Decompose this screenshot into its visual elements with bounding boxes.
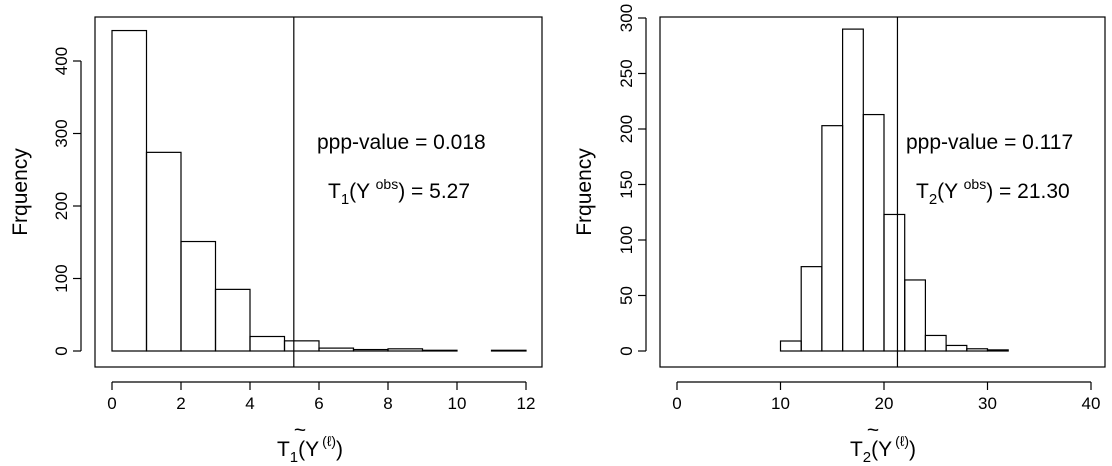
y-tick-label: 300 <box>617 4 636 32</box>
x-label-subscript: 1 <box>290 449 298 466</box>
histogram-bar <box>111 29 148 352</box>
obs-open: (Y <box>349 180 375 203</box>
x-label-main: T <box>277 438 290 461</box>
x-tick-label: 0 <box>107 394 116 413</box>
y-tick-label: 150 <box>617 170 636 198</box>
x-label-open: ( <box>298 438 305 461</box>
x-label-superscript: (ℓ) <box>322 433 336 449</box>
y-tick-label: 200 <box>617 115 636 143</box>
histogram-bar <box>145 151 182 352</box>
obs-subscript: 1 <box>341 191 349 208</box>
x-tick-label: 40 <box>1082 394 1101 413</box>
x-tick-label: 2 <box>176 394 185 413</box>
plot-frame <box>659 16 1106 368</box>
y-axis-label: Frquency <box>573 148 596 236</box>
histogram-bar <box>387 348 424 352</box>
x-tick-label: 6 <box>314 394 323 413</box>
x-label-subscript: 2 <box>863 449 871 466</box>
x-label-inner: Y <box>305 438 319 461</box>
y-tick-label: 400 <box>52 47 71 75</box>
y-tick-label: 0 <box>617 346 636 355</box>
x-label-open: ( <box>871 438 878 461</box>
histogram-bar <box>352 348 389 352</box>
y-tick-label: 50 <box>617 286 636 305</box>
x-label-tilde: ~ <box>294 419 306 442</box>
x-label-main: T <box>850 438 863 461</box>
y-tick-label: 0 <box>52 346 71 355</box>
histogram-bar <box>904 279 927 352</box>
histogram-bar <box>966 348 989 352</box>
x-label-inner: Y <box>878 438 892 461</box>
y-tick-label: 200 <box>52 192 71 220</box>
x-tick-label: 4 <box>245 394 254 413</box>
plot-frame <box>94 16 543 368</box>
histogram-bar <box>800 266 823 352</box>
y-tick-label: 100 <box>52 264 71 292</box>
histogram-bar <box>490 349 527 352</box>
y-axis: 0 50 100 150 200 250 300 <box>617 4 647 356</box>
x-tick-label: 10 <box>771 394 790 413</box>
y-tick-label: 250 <box>617 59 636 87</box>
histogram-bar <box>841 28 864 352</box>
ppp-value-annotation: ppp-value = 0.117 <box>906 131 1073 154</box>
histogram-bar <box>986 349 1009 352</box>
obs-open: (Y <box>937 180 963 203</box>
y-tick-label: 100 <box>617 226 636 254</box>
histogram-bar <box>862 113 885 352</box>
x-tick-label: 10 <box>448 394 467 413</box>
x-tick-label: 30 <box>978 394 997 413</box>
histogram-bar <box>180 240 217 352</box>
histogram-bars <box>111 29 527 352</box>
y-tick-label: 300 <box>52 119 71 147</box>
histogram-bar <box>318 347 355 352</box>
observed-statistic-annotation: T1(Y obs) = 5.27 <box>328 176 470 208</box>
histogram-bar <box>779 340 802 352</box>
histogram-bar <box>945 344 968 352</box>
x-axis: 0 10 20 30 40 <box>672 381 1101 413</box>
x-tick-label: 0 <box>672 394 681 413</box>
x-label-close: ) <box>336 438 343 461</box>
x-tick-label: 20 <box>875 394 894 413</box>
x-axis: 0 2 4 6 8 10 12 <box>107 381 536 413</box>
x-axis-label: T2(Y (ℓ)) <box>850 433 916 466</box>
histogram-bar <box>421 349 458 352</box>
x-label-tilde: ~ <box>867 419 879 442</box>
obs-close: ) = 5.27 <box>398 180 470 203</box>
histogram-bar <box>249 335 286 352</box>
histogram-bar <box>821 125 844 352</box>
obs-T: T <box>916 180 929 203</box>
histogram-bar <box>283 340 320 352</box>
y-axis: 0 100 200 300 400 <box>52 47 82 356</box>
x-axis-label: T1(Y (ℓ)) <box>277 433 343 466</box>
ppp-value-annotation: ppp-value = 0.018 <box>317 131 486 154</box>
obs-subscript: 2 <box>929 191 937 208</box>
observed-statistic-annotation: T2(Y obs) = 21.30 <box>916 176 1070 208</box>
x-tick-label: 8 <box>383 394 392 413</box>
histogram-bar <box>924 334 947 352</box>
obs-superscript: obs <box>376 176 399 192</box>
x-tick-label: 12 <box>517 394 536 413</box>
obs-T: T <box>328 180 341 203</box>
obs-superscript: obs <box>964 176 987 192</box>
histogram-bars <box>779 28 1009 352</box>
x-label-close: ) <box>909 438 916 461</box>
obs-close: ) = 21.30 <box>986 180 1069 203</box>
x-label-superscript: (ℓ) <box>895 433 909 449</box>
histogram-bar <box>883 213 906 352</box>
y-axis-label: Frquency <box>9 148 32 236</box>
histogram-bar <box>214 288 251 352</box>
